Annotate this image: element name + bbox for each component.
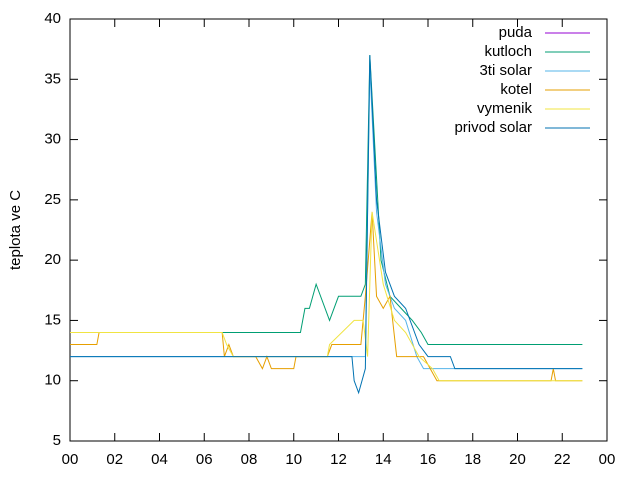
legend-label: puda xyxy=(499,24,533,41)
x-tick-label: 14 xyxy=(375,451,392,468)
x-tick-label: 20 xyxy=(509,451,526,468)
y-tick-label: 30 xyxy=(44,131,61,148)
series-line xyxy=(70,55,583,395)
y-tick-label: 20 xyxy=(44,251,61,268)
y-axis-label: teplota ve C xyxy=(7,190,24,270)
x-tick-label: 16 xyxy=(420,451,437,468)
series-line xyxy=(70,211,583,382)
y-tick-label: 10 xyxy=(44,372,61,389)
x-tick-label: 22 xyxy=(554,451,571,468)
x-tick-label: 00 xyxy=(62,451,79,468)
y-tick-label: 5 xyxy=(53,432,61,449)
x-tick-label: 00 xyxy=(599,451,616,468)
legend-label: kotel xyxy=(500,81,532,98)
legend-label: privod solar xyxy=(454,119,532,136)
legend-label: 3ti solar xyxy=(479,62,532,79)
series-line xyxy=(70,211,583,382)
y-tick-label: 40 xyxy=(44,10,61,27)
y-tick-label: 35 xyxy=(44,70,61,87)
x-tick-label: 06 xyxy=(196,451,213,468)
x-tick-label: 18 xyxy=(464,451,481,468)
x-tick-label: 10 xyxy=(285,451,302,468)
legend-label: kutloch xyxy=(484,43,532,60)
x-tick-label: 02 xyxy=(106,451,123,468)
y-tick-label: 25 xyxy=(44,191,61,208)
x-tick-label: 04 xyxy=(151,451,168,468)
legend-label: vymenik xyxy=(477,100,533,117)
y-tick-label: 15 xyxy=(44,311,61,328)
x-tick-label: 08 xyxy=(241,451,258,468)
series-line xyxy=(70,55,583,346)
x-tick-label: 12 xyxy=(330,451,347,468)
